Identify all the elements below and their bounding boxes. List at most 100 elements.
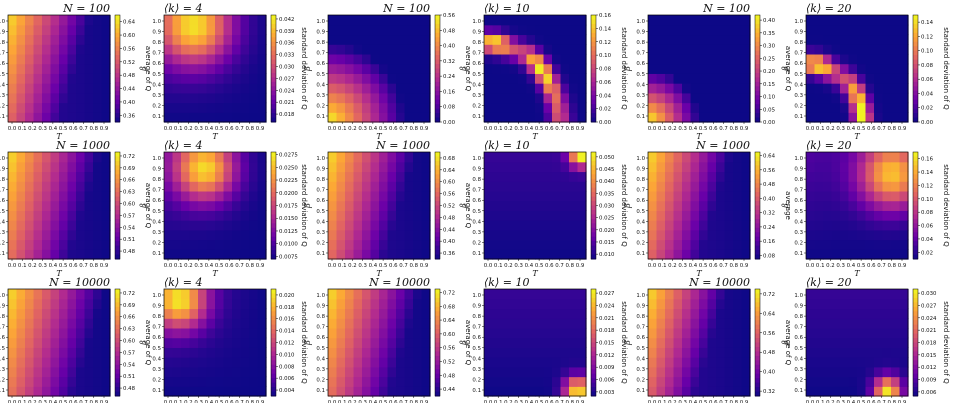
heat-cell [362, 337, 372, 348]
colorbar-segment [755, 28, 760, 34]
colorbar-tick-label: 0.48 [443, 215, 456, 221]
colorbar-label: standard deviation of Q [942, 301, 950, 384]
heat-cell [699, 318, 709, 329]
x-tick-label: 0.9 [740, 400, 749, 403]
heat-cell [362, 102, 372, 113]
x-tick-label: 0.0 [164, 126, 173, 132]
heat-cell [882, 102, 892, 113]
heat-cell [733, 44, 743, 55]
colorbar-tick-label: 0.10 [921, 197, 934, 203]
heat-cell [404, 44, 414, 55]
heat-cell [172, 386, 182, 397]
heat-cell [501, 73, 511, 84]
heat-cell [569, 34, 579, 45]
heat-cell [840, 44, 850, 55]
y-tick-label: 0.7 [316, 188, 325, 194]
heat-cell [50, 386, 60, 397]
colorbar-segment [913, 23, 918, 29]
colorbar-segment [591, 364, 596, 370]
heat-cell [741, 200, 751, 211]
colorbar-segment [115, 95, 120, 101]
colorbar-segment [755, 37, 760, 43]
colorbar-segment [435, 232, 440, 238]
heat-cell [336, 308, 346, 319]
heat-cell [181, 161, 191, 173]
heat-cell [50, 34, 60, 45]
heat-cell [257, 347, 267, 358]
heat-cell [76, 249, 86, 260]
colorbar-segment [591, 178, 596, 184]
heat-cell [362, 298, 372, 310]
heat-cell [240, 63, 250, 74]
colorbar-tick-label: 0.63 [123, 190, 135, 196]
heat-cell [164, 210, 174, 221]
colorbar-segment [913, 245, 918, 251]
heat-cell [814, 289, 824, 300]
colorbar-segment [913, 223, 918, 229]
y-tick-label: 0.2 [794, 240, 803, 246]
heat-cell [857, 318, 867, 329]
heat-cell [404, 308, 414, 319]
heat-cell [509, 190, 519, 202]
heat-cell [699, 347, 709, 358]
heat-cell [741, 298, 751, 310]
colorbar-tick-label: 0.40 [763, 370, 776, 376]
y-tick-label: 0.8 [316, 177, 325, 183]
heat-cell [387, 337, 397, 348]
heat-cell [189, 337, 199, 348]
heat-cell [67, 73, 77, 84]
heat-cell [673, 200, 683, 211]
heat-cell [25, 337, 35, 348]
colorbar-tick-label: 0.035 [599, 191, 614, 197]
heat-cell [413, 102, 423, 113]
colorbar-tick-label: 0.72 [123, 154, 135, 160]
colorbar-segment [435, 351, 440, 357]
heat-cell [421, 34, 431, 45]
heat-cell [716, 112, 726, 123]
heat-cell [396, 337, 406, 348]
colorbar-segment [271, 183, 276, 189]
heat-cell [379, 318, 389, 329]
y-tick-label: 0.7 [316, 51, 325, 57]
heat-cell [172, 24, 182, 36]
y-tick-label: 0.3 [472, 230, 481, 236]
heat-cell [543, 366, 553, 378]
colorbar-segment [755, 355, 760, 361]
y-tick-label: 0.3 [794, 230, 803, 236]
heat-cell [421, 53, 431, 65]
y-tick-label: 0.6 [794, 61, 803, 67]
heat-cell [648, 83, 658, 94]
heat-cell [164, 63, 174, 74]
colorbar-tick-label: 0.16 [599, 13, 612, 19]
heat-cell [101, 327, 111, 339]
heat-cell [552, 318, 562, 329]
heat-cell [656, 112, 666, 123]
colorbar-segment [435, 152, 440, 157]
heat-cell [8, 229, 18, 241]
y-tick-label: 0.5 [472, 209, 481, 215]
colorbar-tick-label: 0.14 [921, 170, 934, 176]
y-tick-label: 0.3 [316, 93, 325, 99]
y-tick-label: 0.5 [0, 72, 5, 78]
heat-cell [345, 200, 355, 211]
heat-cell [484, 112, 494, 123]
heat-cell [353, 229, 363, 241]
heat-cell [716, 366, 726, 378]
x-tick-label: 0.5 [379, 400, 388, 403]
heat-cell [42, 366, 52, 378]
heat-cell [665, 44, 675, 55]
heat-cell [328, 152, 338, 163]
y-tick-label: 0.5 [316, 209, 325, 215]
heat-cell [215, 220, 225, 231]
heat-cell [716, 327, 726, 339]
heat-cell [215, 210, 225, 221]
heat-cell [814, 152, 824, 163]
heat-cell [164, 289, 174, 300]
heat-cell [690, 347, 700, 358]
heat-cell [569, 44, 579, 55]
heat-cell [336, 102, 346, 113]
heat-cell [484, 190, 494, 202]
heat-cell [741, 327, 751, 339]
heat-cell [198, 44, 208, 55]
y-tick-label: 0.4 [0, 219, 6, 225]
